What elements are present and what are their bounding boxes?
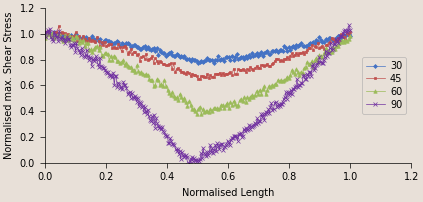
90 <box>346 24 352 26</box>
45 <box>62 32 67 35</box>
Line: 30: 30 <box>44 30 352 64</box>
60 <box>50 32 55 35</box>
60 <box>199 113 204 115</box>
90 <box>301 75 306 78</box>
60 <box>324 51 330 54</box>
90 <box>225 140 230 142</box>
90 <box>230 137 235 139</box>
45 <box>324 44 330 46</box>
60 <box>42 36 47 39</box>
90 <box>348 28 353 31</box>
45 <box>101 43 106 46</box>
45 <box>196 78 201 80</box>
60 <box>62 33 67 36</box>
90 <box>224 142 229 145</box>
45 <box>335 37 341 39</box>
45 <box>55 32 60 34</box>
60 <box>348 34 353 37</box>
Line: 45: 45 <box>44 25 352 81</box>
30 <box>335 35 341 37</box>
45 <box>42 31 47 33</box>
Y-axis label: Normalised max. Shear Stress: Normalised max. Shear Stress <box>4 12 14 159</box>
90 <box>320 62 325 64</box>
30 <box>62 37 67 39</box>
30 <box>101 41 106 44</box>
30 <box>47 31 52 33</box>
45 <box>348 30 353 33</box>
30 <box>348 35 353 37</box>
30 <box>125 42 130 44</box>
30 <box>56 33 61 35</box>
90 <box>185 164 190 166</box>
60 <box>125 65 130 67</box>
45 <box>56 25 61 28</box>
90 <box>42 31 47 33</box>
30 <box>42 32 47 34</box>
Legend: 30, 45, 60, 90: 30, 45, 60, 90 <box>362 57 406 114</box>
30 <box>196 62 201 64</box>
60 <box>56 34 61 36</box>
60 <box>335 45 341 48</box>
Line: 60: 60 <box>43 32 352 116</box>
60 <box>101 55 106 57</box>
Line: 90: 90 <box>43 23 352 167</box>
30 <box>324 39 330 41</box>
90 <box>43 35 48 38</box>
X-axis label: Normalised Length: Normalised Length <box>182 188 274 198</box>
45 <box>125 52 130 55</box>
